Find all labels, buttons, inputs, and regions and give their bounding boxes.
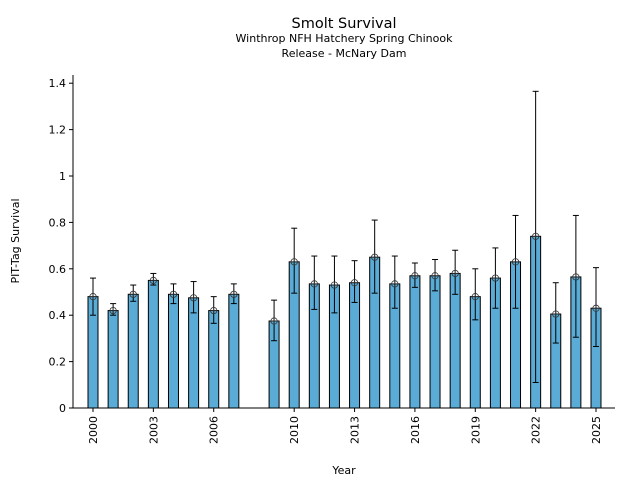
point-marker-2022: [532, 232, 540, 240]
point-marker-2015: [391, 280, 399, 288]
bar-2005: [188, 297, 200, 409]
y-tick-label: 0: [59, 402, 66, 415]
point-marker-2006: [210, 306, 218, 315]
point-marker-2014: [371, 253, 379, 261]
point-marker-2004: [169, 290, 178, 298]
point-marker-2020: [491, 274, 499, 282]
bar-2001: [107, 310, 119, 409]
point-marker-2024: [572, 273, 580, 281]
x-tick-label: 2010: [288, 416, 301, 444]
y-tick-label: 0.8: [49, 216, 67, 229]
point-marker-2021: [511, 258, 520, 266]
y-tick-label: 1.2: [49, 124, 67, 137]
bar-2006: [208, 310, 220, 409]
chart-subtitle-2: Release - McNary Dam: [282, 47, 407, 60]
bar-2003: [147, 279, 159, 409]
y-tick-label: 0.6: [49, 263, 67, 276]
x-tick-label: 2000: [87, 416, 100, 444]
y-tick-label: 0.2: [49, 356, 67, 369]
point-marker-2012: [330, 281, 339, 289]
y-axis-label: PIT-Tag Survival: [9, 198, 22, 283]
point-marker-2019: [471, 293, 479, 301]
point-marker-2000: [89, 293, 97, 301]
y-tick-label: 0.4: [49, 309, 67, 322]
bar-2004: [167, 293, 179, 409]
x-axis-label: Year: [331, 464, 356, 477]
point-marker-2011: [310, 280, 318, 288]
point-marker-2025: [592, 304, 600, 312]
x-tick-label: 2025: [590, 416, 603, 444]
point-marker-2018: [451, 269, 459, 278]
point-marker-2023: [552, 310, 560, 318]
point-marker-2009: [270, 317, 278, 325]
point-marker-2007: [230, 290, 238, 298]
y-tick-label: 1: [59, 170, 66, 183]
point-marker-2002: [129, 290, 137, 298]
point-marker-2003: [149, 276, 157, 284]
y-tick-label: 1.4: [49, 77, 67, 90]
point-marker-2013: [350, 279, 359, 287]
x-tick-label: 2019: [469, 416, 482, 444]
bar-2002: [127, 293, 139, 409]
point-marker-2016: [411, 272, 419, 280]
x-tick-label: 2013: [349, 416, 362, 444]
plot-area: 0 0.2 0.4 0.6 0.8 1 1.2 1.4 2000 2003 2006 2010 2013…: [49, 75, 615, 444]
bar-2007: [228, 293, 240, 409]
point-marker-2005: [190, 294, 198, 302]
bar-2017: [429, 275, 441, 409]
point-marker-2001: [109, 306, 117, 315]
chart-title: Smolt Survival: [292, 16, 397, 32]
x-tick-label: 2016: [409, 416, 422, 444]
point-marker-2010: [290, 258, 298, 266]
x-tick-label: 2003: [147, 416, 160, 444]
bar-2016: [409, 275, 421, 409]
point-marker-2017: [431, 272, 439, 280]
chart-subtitle-1: Winthrop NFH Hatchery Spring Chinook: [236, 32, 454, 45]
x-tick-label: 2022: [530, 416, 543, 444]
x-tick-label: 2006: [208, 416, 221, 444]
